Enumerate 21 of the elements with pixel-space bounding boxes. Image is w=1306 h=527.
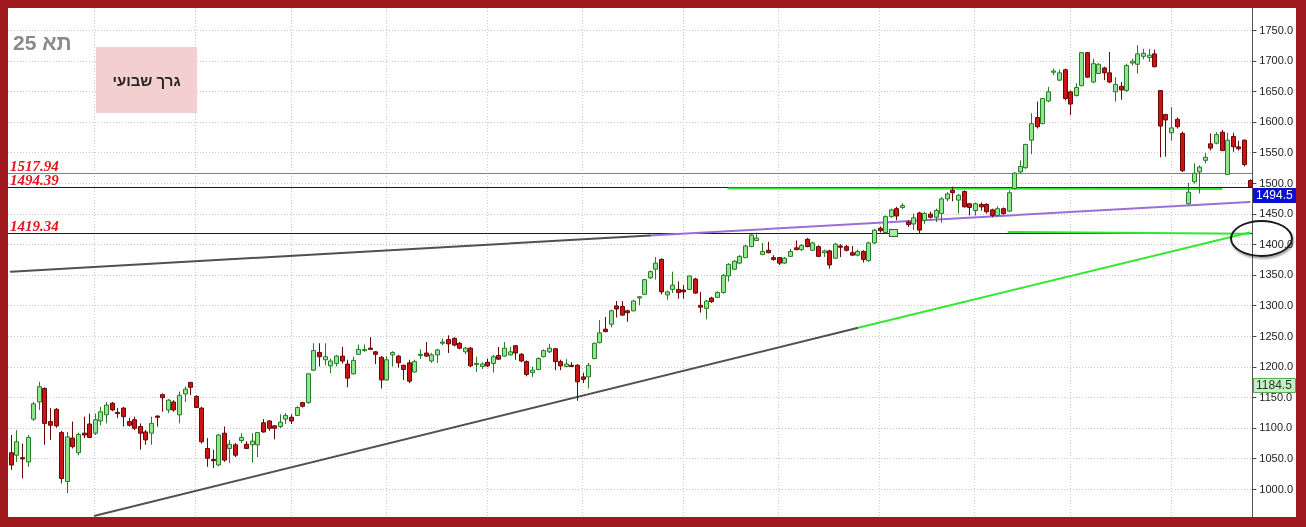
y-tick-label: 1250.0	[1259, 329, 1294, 342]
y-tick-label: 1000.0	[1259, 482, 1294, 495]
y-tick-label: 1050.0	[1259, 451, 1294, 464]
y-tick-label: 1700.0	[1259, 54, 1294, 67]
y-tick-label: 1600.0	[1259, 115, 1294, 128]
ref-line-label: 1419.34	[10, 217, 60, 234]
y-tick-label: 1650.0	[1259, 84, 1294, 97]
ref-line-label: 1494.39	[10, 171, 60, 188]
y-tick-label: 1450.0	[1259, 207, 1294, 220]
text: תא 25	[13, 31, 72, 54]
text: 1184.5	[1256, 378, 1293, 393]
y-tick-label: 1300.0	[1259, 298, 1294, 311]
y-tick-label: 1200.0	[1259, 360, 1294, 373]
ref-line-label: 1517.94	[10, 157, 60, 174]
y-tick-label: 1350.0	[1259, 268, 1294, 281]
y-tick-label: 1150.0	[1259, 390, 1293, 403]
text: 1494.5	[1256, 188, 1294, 203]
y-tick-label: 1100.0	[1259, 421, 1293, 434]
y-tick-label: 1750.0	[1259, 23, 1294, 36]
y-tick-label: 1500.0	[1259, 176, 1294, 189]
y-tick-label: 1550.0	[1259, 146, 1294, 159]
